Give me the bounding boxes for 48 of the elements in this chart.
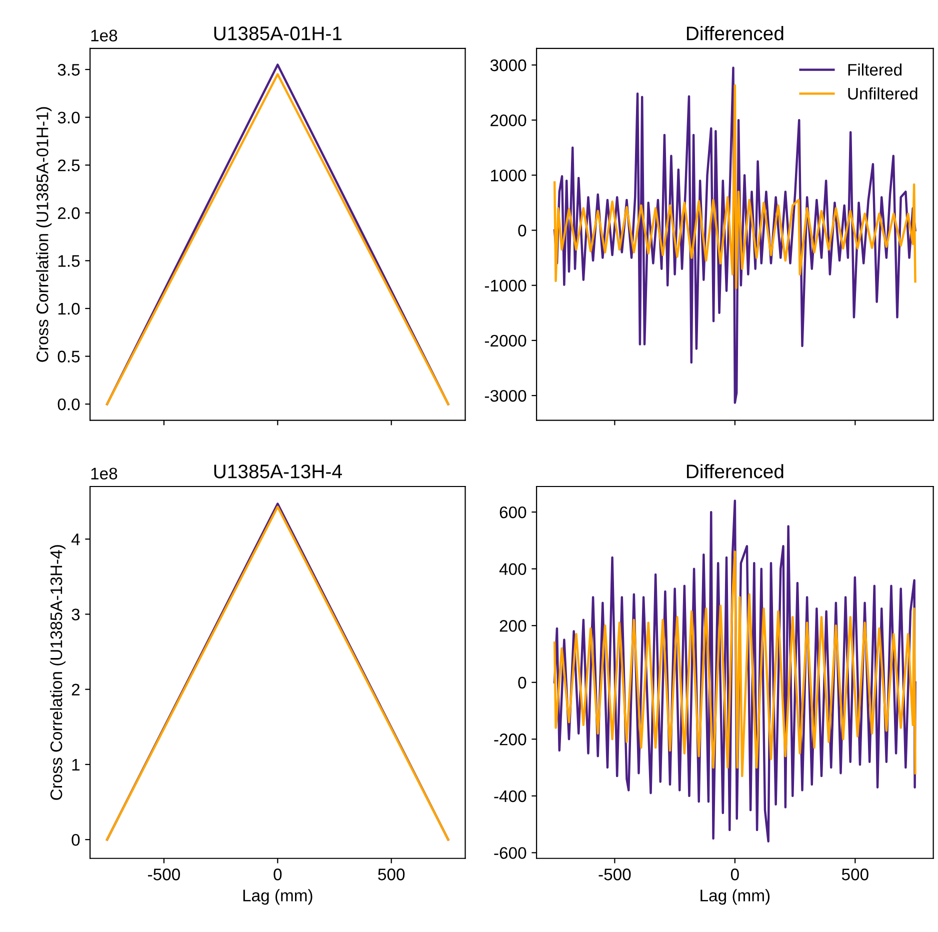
chart-title: U1385A-13H-4	[214, 464, 342, 478]
y-tick-label: 2000	[490, 114, 526, 126]
line-series	[553, 500, 916, 842]
y-tick-label: 0	[72, 834, 80, 846]
y-tick-label: 1	[72, 759, 80, 771]
x-tick-label: -500	[598, 868, 631, 880]
y-tick-label: 0.0	[58, 398, 80, 410]
y-tick-label: 1.0	[58, 302, 80, 315]
x-tick-label: -500	[148, 868, 180, 880]
y-tick-label: -400	[494, 790, 526, 802]
y-tick-label: 1.5	[58, 255, 80, 267]
y-tick-label: 4	[71, 534, 80, 546]
legend-label: Filtered	[848, 63, 902, 76]
y-tick-label: 3	[72, 608, 80, 620]
y-axis-title: Cross Correlation (U1385A-01H-1)	[36, 107, 52, 362]
chart-title: U1385A-01H-1	[214, 26, 342, 40]
text: 1e8	[91, 30, 118, 42]
y-tick-label: -200	[494, 734, 526, 746]
y-tick-label: 600	[500, 506, 526, 518]
legend-label: Unfiltered	[848, 87, 918, 100]
y-tick-label: -600	[494, 847, 526, 859]
x-axis-title: Lag (mm)	[700, 889, 770, 905]
x-tick-label: 0	[730, 868, 739, 880]
y-tick-label: 3000	[490, 59, 526, 72]
y-axis-title: Cross Correlation (U1385A-13H-4)	[50, 545, 66, 800]
y-tick-label: 200	[500, 620, 526, 632]
y-tick-label: 400	[499, 563, 526, 576]
x-tick-label: 0	[274, 868, 282, 880]
y-tick-label: 3.0	[58, 112, 80, 124]
y-tick-label: 2	[72, 684, 80, 696]
y-tick-label: 2.0	[58, 207, 80, 220]
y-tick-label: 1000	[491, 170, 526, 182]
y-tick-label: 0	[518, 676, 526, 689]
y-tick-label: -2000	[484, 334, 526, 347]
y-tick-label: 3.5	[58, 64, 80, 76]
y-tick-label: 0.5	[58, 350, 80, 362]
text: 1e8	[91, 468, 118, 480]
y-tick-label: -3000	[484, 390, 526, 402]
y-tick-label: 0	[518, 224, 526, 236]
chart-title: Differenced	[686, 464, 784, 478]
chart-title: Differenced	[686, 26, 784, 40]
line-series	[553, 550, 916, 778]
x-tick-label: 500	[842, 868, 868, 880]
x-axis-title: Lag (mm)	[243, 889, 312, 905]
y-tick-label: -1000	[484, 280, 526, 292]
y-tick-label: 2.5	[58, 159, 80, 172]
line-series	[553, 84, 916, 290]
x-tick-label: 500	[378, 868, 405, 880]
